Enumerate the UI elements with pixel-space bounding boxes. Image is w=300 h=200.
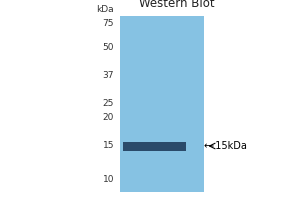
- Bar: [120, 16, 204, 192]
- Text: 37: 37: [103, 72, 114, 80]
- Text: 20: 20: [103, 114, 114, 122]
- Bar: [120, 16, 204, 192]
- Text: 50: 50: [103, 44, 114, 52]
- Text: 25: 25: [103, 99, 114, 108]
- Text: 75: 75: [103, 20, 114, 28]
- Text: kDa: kDa: [96, 5, 114, 14]
- Text: Western Blot: Western Blot: [139, 0, 215, 10]
- Text: 15: 15: [103, 142, 114, 150]
- Bar: [123, 142, 186, 150]
- Text: ← 15kDa: ← 15kDa: [204, 141, 247, 151]
- Text: 10: 10: [103, 176, 114, 184]
